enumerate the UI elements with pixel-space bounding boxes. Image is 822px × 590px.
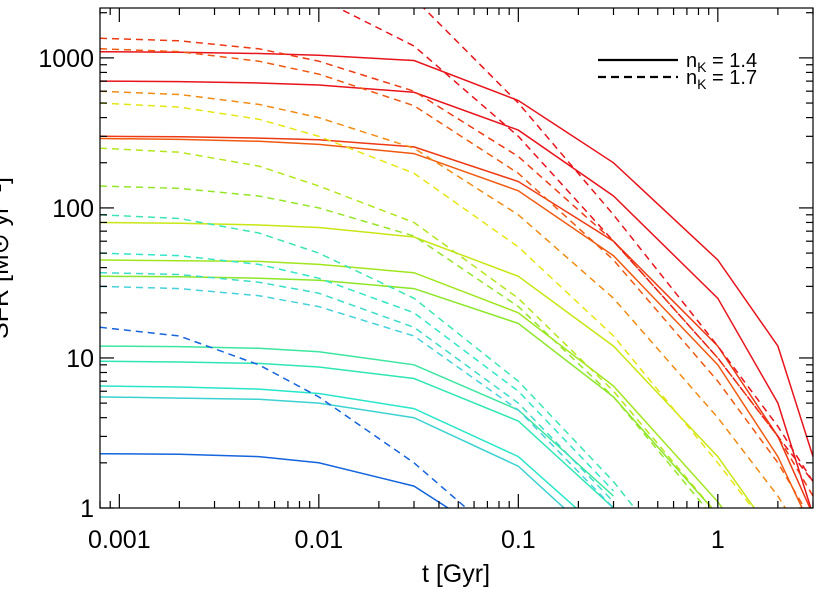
series-line: [100, 137, 803, 508]
series-line: [100, 259, 724, 508]
series-line: [422, 8, 813, 483]
legend-text: K: [697, 76, 707, 92]
series-line: [100, 147, 713, 508]
legend-text: n: [686, 50, 697, 72]
y-tick-label: 100: [52, 195, 94, 223]
legend-label: nK = 1.4: [686, 50, 757, 75]
series-line: [100, 385, 578, 508]
series-line: [100, 48, 806, 508]
series-line: [100, 221, 756, 508]
y-tick-label: 1000: [38, 45, 94, 73]
series-line: [100, 360, 615, 508]
legend-label: nK = 1.7: [686, 67, 757, 92]
series-line: [100, 252, 615, 492]
x-axis-label: t [Gyr]: [422, 560, 490, 588]
series-line: [100, 275, 713, 508]
series-line: [100, 185, 707, 508]
plot-frame: [99, 7, 814, 509]
legend-text: K: [697, 59, 707, 75]
series-line: [100, 135, 811, 508]
series-line: [100, 326, 468, 508]
y-tick-label: 10: [66, 345, 94, 373]
series-line: [100, 452, 450, 508]
series-line: [100, 80, 812, 508]
series-line: [100, 214, 636, 508]
series-line: [100, 396, 566, 508]
x-tick-label: 0.01: [294, 526, 343, 554]
plot-lines: [100, 8, 813, 508]
series-line: [100, 102, 754, 508]
legend-text: = 1.4: [706, 50, 757, 72]
series-line: [336, 8, 813, 483]
legend-text: n: [686, 67, 697, 89]
series-line: [100, 50, 813, 457]
x-tick-label: 0.001: [88, 526, 151, 554]
legend-text: = 1.7: [706, 67, 757, 89]
series-line: [100, 285, 615, 508]
x-tick-label: 1: [711, 526, 725, 554]
x-tick-label: 0.1: [501, 526, 536, 554]
series-line: [100, 271, 615, 503]
y-tick-label: 1: [80, 495, 94, 523]
y-axis-label: SFR [M⊙ yr⁻¹]: [0, 177, 14, 339]
